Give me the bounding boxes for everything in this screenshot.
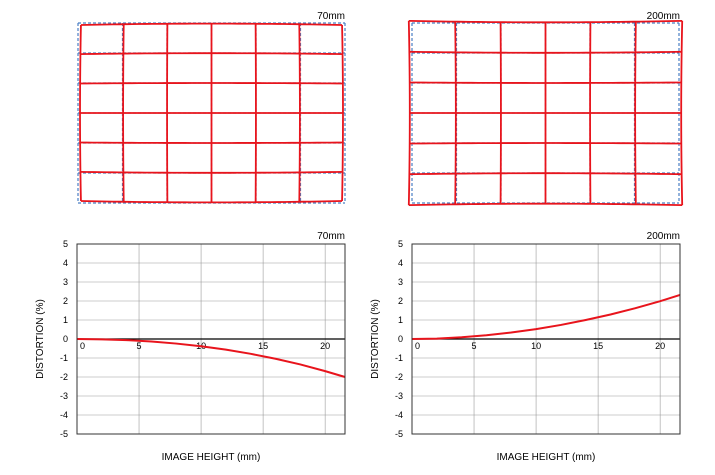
data-point	[535, 328, 537, 330]
distorted-grid-line	[409, 50, 682, 54]
x-tick-label: 15	[593, 341, 603, 351]
distorted-grid-line	[409, 142, 682, 145]
distorted-grid-line	[407, 20, 411, 206]
x-tick-label: 15	[258, 341, 268, 351]
data-point	[510, 331, 512, 334]
distorted-grid-70mm	[79, 22, 344, 204]
data-point	[436, 338, 438, 340]
distortion-grid-200mm: 200mm	[407, 11, 684, 207]
data-point	[324, 370, 326, 372]
y-tick-label: 0	[63, 334, 68, 344]
chart-title-70mm: 70mm	[317, 231, 345, 242]
grid-title-200mm: 200mm	[647, 11, 680, 22]
y-tick-label: -2	[60, 372, 68, 382]
data-point	[659, 300, 661, 302]
plot-frame	[76, 243, 346, 435]
x-tick-labels: 0 5 10 15 20	[415, 341, 665, 351]
y-tick-label: 0	[398, 334, 403, 344]
series-line	[411, 293, 681, 340]
y-tick-label: 5	[63, 239, 68, 249]
x-tick-label: 0	[80, 341, 85, 351]
y-tick-label: 3	[63, 277, 68, 287]
y-tick-label: -2	[395, 372, 403, 382]
grid-title-70mm: 70mm	[317, 11, 345, 22]
distorted-grid-line	[409, 81, 682, 84]
y-tick-label: -4	[395, 410, 403, 420]
data-point	[609, 313, 612, 316]
data-point	[299, 363, 301, 366]
data-point	[200, 345, 202, 347]
distorted-grid-line	[80, 171, 343, 174]
y-tick-label: -1	[60, 353, 68, 363]
y-axis-label: DISTORTION (%)	[370, 299, 381, 379]
distorted-grid-line	[409, 172, 682, 176]
data-point	[461, 336, 463, 338]
data-point	[485, 334, 488, 336]
distortion-curve	[76, 338, 346, 378]
distorted-grid-200mm	[407, 19, 684, 207]
y-tick-label: -4	[60, 410, 68, 420]
y-tick-label: 4	[63, 258, 68, 268]
distorted-grid-line	[408, 202, 683, 207]
y-tick-label: 5	[398, 239, 403, 249]
data-point	[250, 353, 252, 355]
y-tick-label: 4	[398, 258, 403, 268]
data-point	[175, 342, 177, 345]
y-tick-labels: 5 4 3 2 1 0 -1 -2 -3 -4 -5	[60, 239, 68, 439]
distortion-grid-70mm: 70mm	[77, 11, 346, 204]
y-tick-label: -3	[395, 391, 403, 401]
x-tick-label: 20	[320, 341, 330, 351]
distorted-grid-line	[680, 20, 684, 206]
data-point	[585, 319, 587, 321]
plot-frame	[411, 243, 681, 435]
distorted-grid-line	[408, 19, 683, 24]
chart-title-200mm: 200mm	[647, 231, 680, 242]
distorted-grid-line	[80, 200, 343, 204]
x-axis-label: IMAGE HEIGHT (mm)	[497, 452, 596, 463]
x-tick-label: 10	[531, 341, 541, 351]
y-axis-label: DISTORTION (%)	[35, 299, 46, 379]
x-tick-label: 5	[472, 341, 477, 351]
data-point	[274, 358, 277, 360]
data-point	[101, 338, 103, 340]
data-point	[126, 339, 128, 341]
y-tick-label: -1	[395, 353, 403, 363]
x-axis-label: IMAGE HEIGHT (mm)	[162, 452, 261, 463]
x-tick-label: 5	[137, 341, 142, 351]
y-tick-label: 2	[63, 296, 68, 306]
y-tick-label: 3	[398, 277, 403, 287]
data-point	[225, 349, 227, 351]
y-tick-label: 1	[398, 315, 403, 325]
y-tick-label: -5	[60, 429, 68, 439]
y-tick-label: -5	[395, 429, 403, 439]
y-tick-label: -3	[60, 391, 68, 401]
y-tick-label: 1	[63, 315, 68, 325]
y-tick-label: 2	[398, 296, 403, 306]
data-point	[560, 324, 562, 326]
y-tick-labels: 5 4 3 2 1 0 -1 -2 -3 -4 -5	[395, 239, 403, 439]
x-tick-label: 20	[655, 341, 665, 351]
distortion-curve	[411, 293, 681, 340]
data-point	[634, 307, 636, 309]
distorted-grid-line	[80, 22, 343, 26]
distorted-grid-line	[80, 52, 343, 55]
data-point	[150, 340, 153, 343]
x-tick-label: 0	[415, 341, 420, 351]
